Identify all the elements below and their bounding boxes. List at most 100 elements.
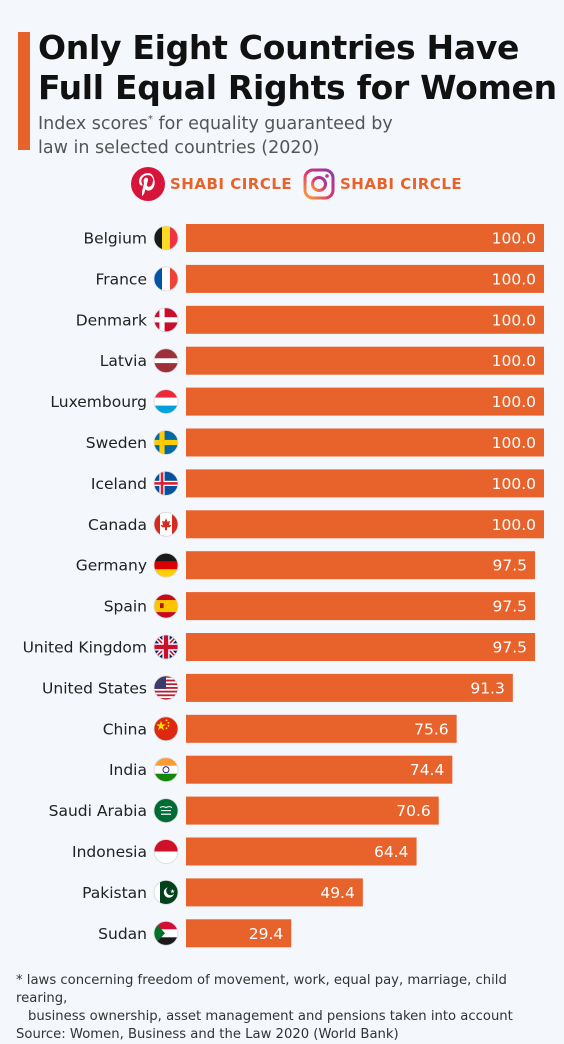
denmark-flag-icon <box>153 307 179 333</box>
bar <box>186 305 544 334</box>
spain-flag-icon <box>153 593 179 619</box>
germany-flag-icon <box>153 552 179 578</box>
category-label: Spain <box>104 598 147 616</box>
indonesia-flag-icon <box>153 839 179 864</box>
bar <box>186 755 453 784</box>
bar-row: Indonesia 64.4 <box>72 837 417 866</box>
china-flag-icon <box>153 716 179 742</box>
bar <box>186 510 544 539</box>
value-label: 97.5 <box>493 557 528 575</box>
bar-row: Belgium 100.0 <box>83 224 544 252</box>
bar <box>186 387 544 416</box>
sudan-flag-icon <box>153 920 179 946</box>
value-label: 70.6 <box>396 802 431 820</box>
bar <box>186 796 439 825</box>
value-label: 97.5 <box>493 639 528 657</box>
category-label: Canada <box>88 516 147 534</box>
chart-subtitle: Index scores* for equality guaranteed by… <box>38 108 398 160</box>
bar-row: Spain 97.5 <box>104 592 536 621</box>
footnote-line-1: * laws concerning freedom of movement, w… <box>16 973 507 1006</box>
bar-row: Latvia 100.0 <box>100 346 544 375</box>
category-label: India <box>109 761 147 779</box>
bar-row: France 100.0 <box>95 264 544 293</box>
category-label: Denmark <box>76 311 147 329</box>
bar <box>186 714 457 743</box>
category-label: Latvia <box>100 352 147 370</box>
france-flag-icon <box>153 266 179 292</box>
instagram-brand[interactable]: SHABI CIRCLE <box>302 166 462 202</box>
bar-row: Germany 97.5 <box>76 551 536 580</box>
bar-row: Denmark 100.0 <box>76 305 544 334</box>
title-line-2: Full Equal Rights for Women <box>38 68 557 107</box>
usa-flag-icon <box>153 675 179 701</box>
iceland-flag-icon <box>153 470 179 496</box>
category-label: United States <box>42 679 147 697</box>
value-label: 100.0 <box>492 516 536 534</box>
chart-title: Only Eight Countries Have Full Equal Rig… <box>38 28 558 108</box>
value-label: 74.4 <box>410 761 445 779</box>
value-label: 100.0 <box>492 352 536 370</box>
category-label: China <box>103 720 147 738</box>
bar <box>186 224 544 252</box>
india-flag-icon <box>153 757 179 783</box>
category-label: France <box>95 270 147 288</box>
category-label: United Kingdom <box>23 639 147 657</box>
value-label: 49.4 <box>320 884 355 902</box>
pinterest-brand[interactable]: SHABI CIRCLE <box>130 166 292 202</box>
bar <box>186 919 292 948</box>
bar-row: United States 91.3 <box>42 673 513 702</box>
category-label: Luxembourg <box>50 393 147 411</box>
bar-row: Luxembourg 100.0 <box>50 387 544 416</box>
footnote: * laws concerning freedom of movement, w… <box>16 972 556 1044</box>
luxembourg-flag-icon <box>153 389 179 415</box>
source-line: Source: Women, Business and the Law 2020… <box>16 1027 399 1042</box>
sweden-flag-icon <box>153 430 179 455</box>
bar-row: Sweden 100.0 <box>86 428 544 457</box>
bar-row: India 74.4 <box>109 755 453 784</box>
latvia-flag-icon <box>153 348 179 374</box>
subtitle-footnote-mark: * <box>147 114 153 125</box>
category-label: Sudan <box>98 925 147 943</box>
bar-row: Iceland 100.0 <box>91 469 544 498</box>
bar <box>186 264 544 293</box>
subtitle-text-rest: for equality guaranteed by law in select… <box>38 113 393 158</box>
accent-bar <box>18 32 30 150</box>
value-label: 100.0 <box>492 311 536 329</box>
bar-row: Sudan 29.4 <box>98 919 292 948</box>
bar-row: China 75.6 <box>103 714 457 743</box>
bar <box>186 469 544 498</box>
value-label: 75.6 <box>414 720 449 738</box>
bar-row: United Kingdom 97.5 <box>23 633 536 661</box>
category-label: Pakistan <box>82 884 147 902</box>
bar <box>186 633 536 661</box>
pinterest-icon <box>131 167 165 201</box>
category-label: Belgium <box>83 230 147 248</box>
value-label: 29.4 <box>249 925 284 943</box>
title-line-1: Only Eight Countries Have <box>38 28 520 67</box>
bar <box>186 346 544 375</box>
uk-flag-icon <box>153 634 179 660</box>
value-label: 64.4 <box>374 843 409 861</box>
instagram-icon <box>303 168 335 200</box>
canada-flag-icon <box>153 511 179 537</box>
bar <box>186 878 363 907</box>
value-label: 91.3 <box>470 679 505 697</box>
value-label: 100.0 <box>492 393 536 411</box>
bar-row: Canada 100.0 <box>88 510 544 539</box>
belgium-flag-icon <box>153 225 179 251</box>
value-label: 100.0 <box>492 434 536 452</box>
category-label: Iceland <box>91 475 147 493</box>
category-label: Indonesia <box>72 843 147 861</box>
value-label: 100.0 <box>492 270 536 288</box>
pakistan-flag-icon <box>153 880 179 905</box>
value-label: 100.0 <box>492 475 536 493</box>
category-label: Saudi Arabia <box>49 802 147 820</box>
category-label: Sweden <box>86 434 147 452</box>
bar <box>186 592 536 621</box>
category-label: Germany <box>76 557 147 575</box>
value-label: 100.0 <box>492 230 536 248</box>
bar-row: Pakistan 49.4 <box>82 878 363 907</box>
pinterest-brand-text: SHABI CIRCLE <box>170 175 293 193</box>
bar <box>186 551 536 580</box>
